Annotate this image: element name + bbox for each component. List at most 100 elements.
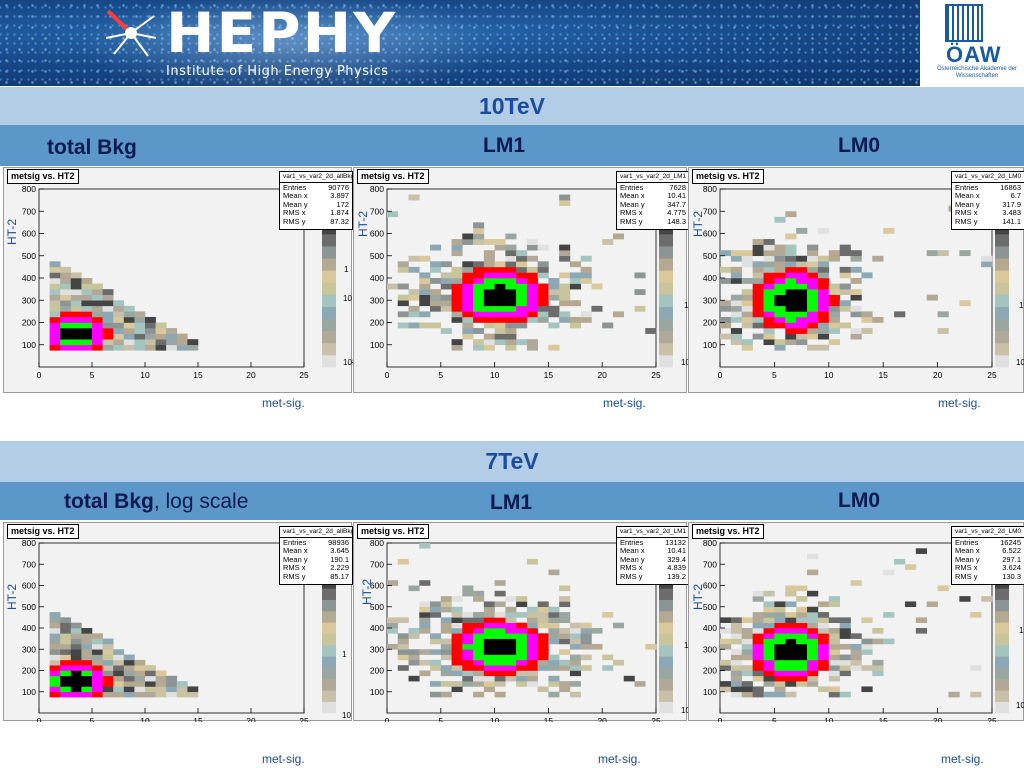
heatmap-cell bbox=[92, 675, 103, 682]
heatmap-cell bbox=[505, 283, 517, 290]
heatmap-cell bbox=[81, 294, 93, 301]
stats-value: 2.229 bbox=[330, 563, 349, 573]
heatmap-cell bbox=[516, 300, 528, 307]
heatmap-cell bbox=[462, 612, 474, 618]
heatmap-cell bbox=[526, 278, 538, 284]
heatmap-cell bbox=[134, 311, 146, 318]
x-axis-label: met-sig. bbox=[938, 396, 981, 410]
heatmap-cell bbox=[134, 339, 146, 346]
heatmap-cell bbox=[430, 691, 442, 698]
heatmap-cell bbox=[828, 659, 840, 666]
heatmap-cell bbox=[49, 686, 61, 693]
stats-row: Mean x 6.522 bbox=[955, 547, 1021, 556]
heatmap-cell bbox=[537, 311, 549, 318]
stats-key: Mean x bbox=[620, 191, 645, 201]
heatmap-cell bbox=[785, 272, 797, 279]
heatmap-cell bbox=[408, 633, 420, 639]
heatmap-cell bbox=[113, 691, 125, 698]
heatmap-cell bbox=[828, 328, 840, 334]
heatmap-cell bbox=[451, 659, 463, 666]
y-tick-label: 300 bbox=[370, 644, 384, 654]
heatmap-cell bbox=[785, 643, 797, 650]
stats-box: var1_vs_var2_2d_LM0 Entries 16863 Mean x 6.7… bbox=[951, 171, 1024, 230]
heatmap-cell bbox=[440, 601, 452, 608]
heatmap-cell bbox=[526, 339, 538, 346]
heatmap-cell bbox=[70, 628, 82, 634]
heatmap-cell bbox=[494, 272, 506, 279]
heatmap-cell bbox=[462, 328, 474, 334]
heatmap-cell bbox=[451, 294, 463, 301]
heatmap-cell bbox=[774, 654, 786, 661]
heatmap-cell bbox=[730, 633, 743, 639]
heatmap-cell bbox=[548, 311, 560, 318]
heatmap-cell bbox=[113, 654, 125, 661]
heatmap-cell bbox=[569, 283, 581, 290]
heatmap-cell bbox=[807, 300, 819, 307]
heatmap-cell bbox=[113, 344, 125, 351]
heatmap-cell bbox=[81, 278, 93, 284]
heatmap-cell bbox=[537, 289, 549, 295]
heatmap-cell bbox=[494, 300, 506, 307]
y-tick-label: 500 bbox=[370, 251, 384, 261]
heatmap-cell bbox=[451, 606, 463, 613]
heatmap-cell bbox=[828, 638, 840, 645]
heatmap-cell bbox=[526, 675, 538, 682]
heatmap-cell bbox=[817, 617, 830, 623]
heatmap-cell bbox=[113, 305, 125, 312]
heatmap-cell bbox=[397, 283, 409, 290]
stats-key: RMS y bbox=[955, 216, 978, 226]
heatmap-cell bbox=[883, 638, 895, 645]
heatmap-cell bbox=[774, 250, 786, 257]
x-tick-label: 5 bbox=[772, 716, 777, 722]
heatmap-cell bbox=[483, 675, 495, 682]
heatmap-cell bbox=[419, 311, 431, 318]
heatmap-cell bbox=[548, 659, 560, 666]
heatmap-cell bbox=[505, 322, 517, 329]
x-tick-label: 20 bbox=[246, 370, 256, 380]
heatmap-cell bbox=[505, 606, 517, 613]
colorbar-segment bbox=[995, 342, 1009, 356]
heatmap-cell bbox=[494, 590, 506, 597]
colorbar-segment bbox=[659, 258, 673, 271]
x-tick-label: 5 bbox=[772, 370, 777, 380]
heatmap-cell bbox=[505, 344, 517, 351]
heatmap-cell bbox=[440, 622, 452, 629]
heatmap-cell bbox=[763, 239, 775, 245]
colorbar-segment bbox=[322, 330, 336, 344]
heatmap-cell bbox=[70, 289, 82, 295]
heatmap-cell bbox=[483, 305, 495, 312]
y-tick-label: 300 bbox=[22, 644, 36, 654]
heatmap-cell bbox=[123, 659, 135, 666]
colorbar-segment bbox=[995, 667, 1009, 680]
heatmap-cell bbox=[462, 311, 474, 318]
heatmap-cell bbox=[807, 344, 819, 351]
stats-row: RMS y 139.2 bbox=[620, 572, 686, 582]
stats-value: 13132 bbox=[665, 537, 686, 547]
heatmap-cell bbox=[494, 638, 506, 645]
stats-row: Entries 98936 bbox=[283, 538, 349, 548]
heatmap-cell bbox=[774, 633, 786, 639]
heatmap-cell bbox=[49, 261, 61, 268]
heatmap-cell bbox=[451, 638, 463, 645]
heatmap-cell bbox=[187, 344, 199, 351]
colorbar-segment bbox=[995, 645, 1009, 657]
heatmap-cell bbox=[591, 283, 603, 290]
heatmap-cell bbox=[516, 681, 528, 687]
heatmap-cell bbox=[817, 601, 830, 608]
heatmap-cell bbox=[92, 333, 103, 340]
heatmap-cell bbox=[602, 654, 614, 661]
heatmap-cell bbox=[81, 300, 93, 307]
heatmap-cell bbox=[828, 311, 840, 318]
heatmap-cell bbox=[741, 665, 753, 671]
heatmap-cell bbox=[526, 558, 538, 565]
heatmap-cell bbox=[473, 590, 485, 597]
heatmap-cell bbox=[134, 691, 146, 698]
heatmap-cell bbox=[92, 344, 103, 351]
heatmap-cell bbox=[894, 311, 906, 318]
heatmap-cell bbox=[145, 322, 156, 329]
heatmap-cell bbox=[774, 316, 786, 323]
stats-value: 1.874 bbox=[330, 208, 349, 218]
heatmap-cell bbox=[462, 681, 474, 687]
heatmap-cell bbox=[785, 681, 797, 687]
heatmap-cell bbox=[904, 601, 917, 608]
